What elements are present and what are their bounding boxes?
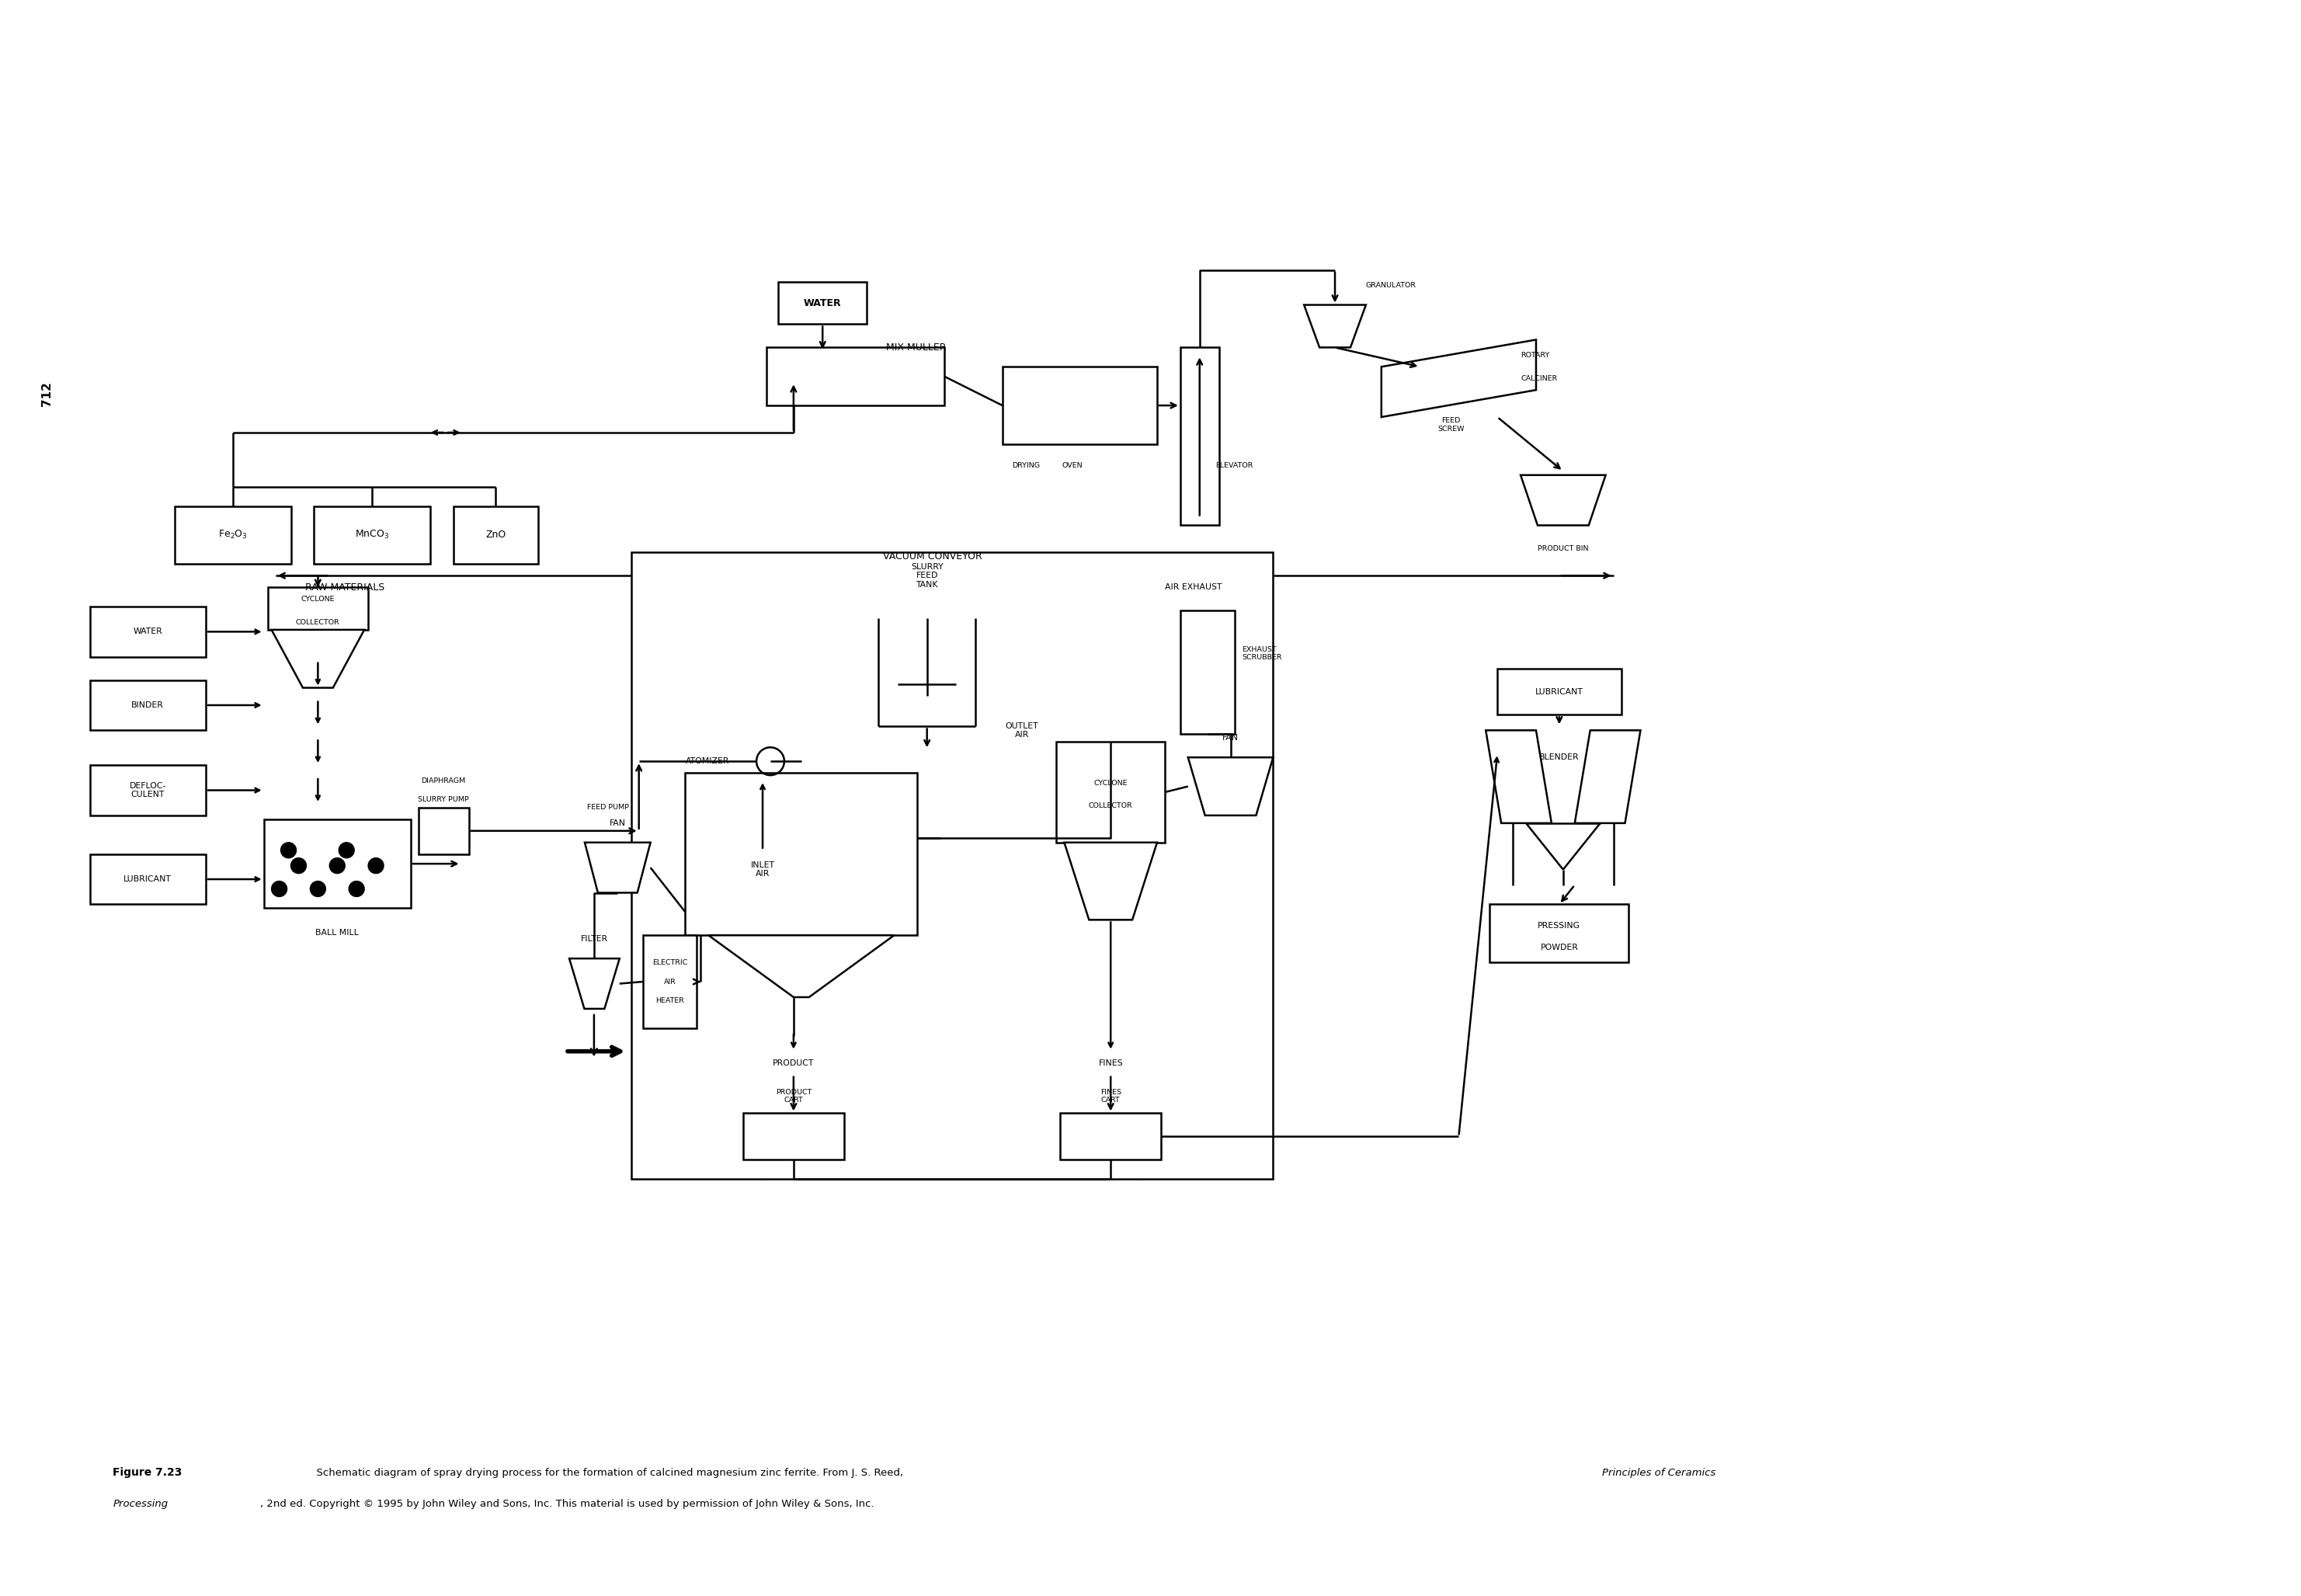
Polygon shape	[568, 959, 619, 1009]
Bar	[778, 281, 867, 324]
Text: MnCO$_3$: MnCO$_3$	[354, 530, 389, 541]
Polygon shape	[1381, 340, 1537, 417]
Text: FINES
CART: FINES CART	[1100, 1088, 1121, 1104]
Bar	[1061, 1112, 1162, 1160]
Polygon shape	[1305, 305, 1367, 348]
Bar	[265, 819, 410, 908]
Text: FAN: FAN	[610, 819, 626, 827]
Text: WATER: WATER	[133, 627, 163, 635]
Polygon shape	[1187, 758, 1272, 816]
Text: ROTARY: ROTARY	[1521, 351, 1549, 359]
Text: AIR EXHAUST: AIR EXHAUST	[1164, 584, 1222, 591]
Text: BLENDER: BLENDER	[1539, 753, 1578, 761]
Polygon shape	[584, 843, 651, 892]
Bar	[90, 764, 205, 816]
Text: LUBRICANT: LUBRICANT	[124, 875, 173, 883]
Circle shape	[338, 843, 354, 859]
Text: MIX MULLER: MIX MULLER	[886, 343, 946, 353]
Text: FAN: FAN	[1222, 734, 1238, 742]
Bar	[90, 680, 205, 731]
Text: FEED PUMP: FEED PUMP	[587, 804, 628, 811]
Text: HEATER: HEATER	[656, 998, 683, 1004]
Text: Processing: Processing	[113, 1499, 168, 1508]
Bar	[1489, 905, 1629, 962]
Circle shape	[350, 881, 364, 897]
Bar	[175, 506, 290, 563]
Circle shape	[311, 881, 327, 897]
Text: ATOMIZER: ATOMIZER	[686, 758, 729, 764]
Circle shape	[329, 859, 345, 873]
Text: PRESSING: PRESSING	[1537, 922, 1581, 929]
Bar	[642, 935, 697, 1028]
Polygon shape	[1486, 731, 1551, 824]
Text: COLLECTOR: COLLECTOR	[1088, 803, 1132, 809]
Polygon shape	[1521, 476, 1606, 525]
Text: AIR: AIR	[663, 978, 676, 985]
Text: FEED
SCREW: FEED SCREW	[1438, 417, 1463, 433]
Text: ELECTRIC: ELECTRIC	[651, 959, 688, 966]
Text: BINDER: BINDER	[131, 701, 163, 709]
Bar	[267, 587, 368, 630]
Text: DIAPHRAGM: DIAPHRAGM	[421, 777, 465, 784]
Text: FINES: FINES	[1098, 1060, 1123, 1066]
Bar	[766, 348, 943, 405]
Text: DRYING: DRYING	[1012, 463, 1040, 469]
Bar	[1180, 348, 1220, 525]
Polygon shape	[272, 630, 364, 688]
Text: Schematic diagram of spray drying process for the formation of calcined magnesiu: Schematic diagram of spray drying proces…	[311, 1468, 907, 1478]
Bar	[1003, 367, 1157, 444]
Text: CALCINER: CALCINER	[1521, 375, 1558, 381]
Bar	[686, 772, 918, 935]
Circle shape	[272, 881, 288, 897]
Circle shape	[281, 843, 297, 859]
Text: WATER: WATER	[803, 298, 842, 308]
Text: LUBRICANT: LUBRICANT	[1535, 688, 1583, 696]
Text: 712: 712	[41, 381, 53, 407]
Text: PRODUCT
CART: PRODUCT CART	[775, 1088, 812, 1104]
Bar	[419, 808, 469, 854]
Text: ELEVATOR: ELEVATOR	[1215, 463, 1254, 469]
Text: PRODUCT BIN: PRODUCT BIN	[1537, 546, 1588, 552]
Text: RAW MATERIALS: RAW MATERIALS	[306, 583, 384, 592]
Text: FILTER: FILTER	[580, 935, 607, 943]
Bar	[453, 506, 538, 563]
Polygon shape	[1065, 843, 1157, 919]
Text: PRODUCT: PRODUCT	[773, 1060, 815, 1066]
Text: Principles of Ceramics: Principles of Ceramics	[1601, 1468, 1714, 1478]
Text: POWDER: POWDER	[1539, 943, 1578, 951]
Text: CYCLONE: CYCLONE	[1093, 779, 1127, 787]
Circle shape	[290, 859, 306, 873]
Text: OVEN: OVEN	[1061, 463, 1081, 469]
Text: BALL MILL: BALL MILL	[315, 929, 359, 937]
Bar	[1498, 669, 1622, 715]
Circle shape	[368, 859, 384, 873]
Polygon shape	[1574, 731, 1641, 824]
Text: Figure 7.23: Figure 7.23	[113, 1467, 182, 1478]
Bar	[1056, 742, 1164, 843]
Text: COLLECTOR: COLLECTOR	[297, 619, 341, 626]
Text: OUTLET
AIR: OUTLET AIR	[1006, 721, 1038, 739]
Bar	[743, 1112, 844, 1160]
Text: CYCLONE: CYCLONE	[301, 595, 334, 603]
Bar	[630, 552, 1272, 1179]
Text: , 2nd ed. Copyright © 1995 by John Wiley and Sons, Inc. This material is used by: , 2nd ed. Copyright © 1995 by John Wiley…	[260, 1499, 874, 1508]
Polygon shape	[709, 935, 895, 998]
Text: Fe$_2$O$_3$: Fe$_2$O$_3$	[219, 530, 249, 541]
Text: SLURRY
FEED
TANK: SLURRY FEED TANK	[911, 563, 943, 589]
Bar	[90, 854, 205, 905]
Text: SLURRY PUMP: SLURRY PUMP	[419, 796, 469, 803]
Text: EXHAUST
SCRUBBER: EXHAUST SCRUBBER	[1243, 646, 1282, 661]
Text: DEFLOC-
CULENT: DEFLOC- CULENT	[129, 782, 166, 798]
Text: ZnO: ZnO	[486, 530, 506, 539]
Text: GRANULATOR: GRANULATOR	[1367, 282, 1417, 289]
Text: VACUUM CONVEYOR: VACUUM CONVEYOR	[884, 551, 983, 562]
Bar	[90, 606, 205, 658]
Text: INLET
AIR: INLET AIR	[750, 862, 775, 878]
Bar	[1180, 610, 1233, 734]
Bar	[313, 506, 430, 563]
